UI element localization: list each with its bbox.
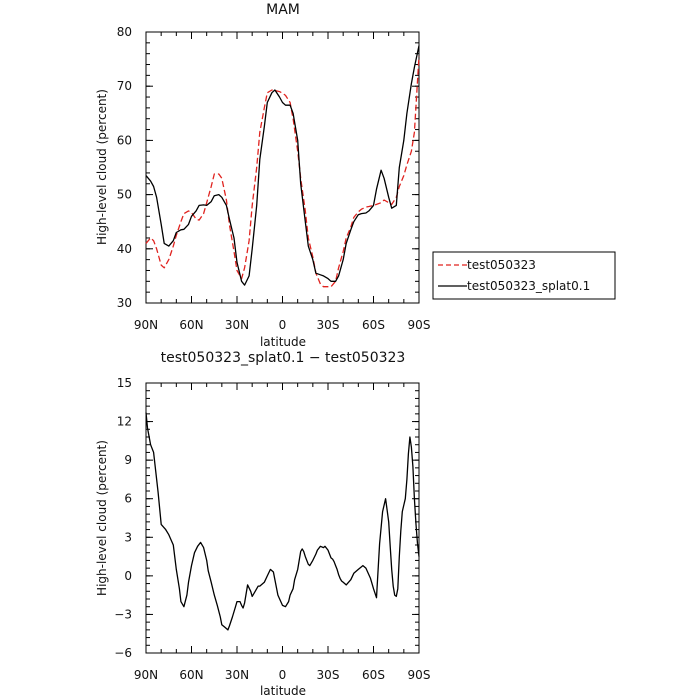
top-series-line-test050323-splat0-1 (145, 45, 420, 286)
top-x-axis-label: latitude (260, 335, 306, 349)
bottom-x-tick-label: 90S (408, 668, 431, 682)
legend-box (432, 251, 616, 300)
legend-label-test050323: test050323 (467, 258, 536, 272)
bottom-y-tick-label: 9 (124, 453, 132, 467)
top-series-line-test050323 (145, 56, 420, 288)
top-y-axis-label: High-level cloud (percent) (95, 89, 109, 245)
top-x-tick-label: 30S (317, 318, 340, 332)
bottom-x-tick-label: 90N (134, 668, 158, 682)
bottom-x-tick-label: 0 (279, 668, 287, 682)
bottom-y-tick-label: 12 (117, 415, 132, 429)
legend-label-splat: test050323_splat0.1 (467, 279, 590, 293)
top-plot-frame (145, 31, 420, 304)
bottom-y-tick-label: −3 (114, 607, 132, 621)
top-x-tick-label: 60S (362, 318, 385, 332)
bottom-x-tick-label: 60N (179, 668, 203, 682)
top-series-group (145, 45, 420, 288)
bottom-x-tick-label: 30N (225, 668, 249, 682)
top-x-tick-label: 60N (179, 318, 203, 332)
top-y-tick-label: 70 (117, 79, 132, 93)
top-axes: 90N 60N 30N 0 30S 60S 90S 30 40 50 60 70 80 (117, 25, 431, 332)
panel-top-chart: MAM 90N 60N 30N 0 30S 60S 90S 30 40 50 60 70 80 High… (95, 2, 616, 349)
bottom-axes: 90N 60N 30N 0 30S 60S 90S −6 −3 0 3 6 9 12 15 (114, 376, 430, 682)
top-x-tick-label: 0 (279, 318, 287, 332)
bottom-y-tick-label: 6 (124, 492, 132, 506)
bottom-series-group (145, 412, 420, 631)
top-x-tick-label: 90S (408, 318, 431, 332)
panel-bottom-chart: test050323_splat0.1 − test050323 90N 60N 3… (95, 350, 430, 698)
bottom-y-tick-label: 15 (117, 376, 132, 390)
bottom-y-tick-label: 0 (124, 569, 132, 583)
bottom-y-axis-label: High-level cloud (percent) (95, 440, 109, 596)
bottom-y-tick-label: −6 (114, 646, 132, 660)
top-y-tick-label: 60 (117, 133, 132, 147)
bottom-x-axis-label: latitude (260, 684, 306, 698)
top-x-tick-label: 90N (134, 318, 158, 332)
top-x-tick-label: 30N (225, 318, 249, 332)
bottom-chart-title: test050323_splat0.1 − test050323 (161, 350, 406, 366)
top-y-tick-label: 50 (117, 188, 132, 202)
bottom-x-tick-label: 60S (362, 668, 385, 682)
top-chart-title: MAM (266, 2, 300, 18)
top-y-tick-label: 40 (117, 242, 132, 256)
bottom-x-tick-label: 30S (317, 668, 340, 682)
legend: test050323 test050323_splat0.1 (432, 251, 616, 300)
bottom-series-line-difference (145, 412, 420, 631)
top-y-tick-label: 30 (117, 296, 132, 310)
top-y-tick-label: 80 (117, 25, 132, 39)
bottom-plot-frame (145, 382, 420, 654)
bottom-y-tick-label: 3 (124, 530, 132, 544)
